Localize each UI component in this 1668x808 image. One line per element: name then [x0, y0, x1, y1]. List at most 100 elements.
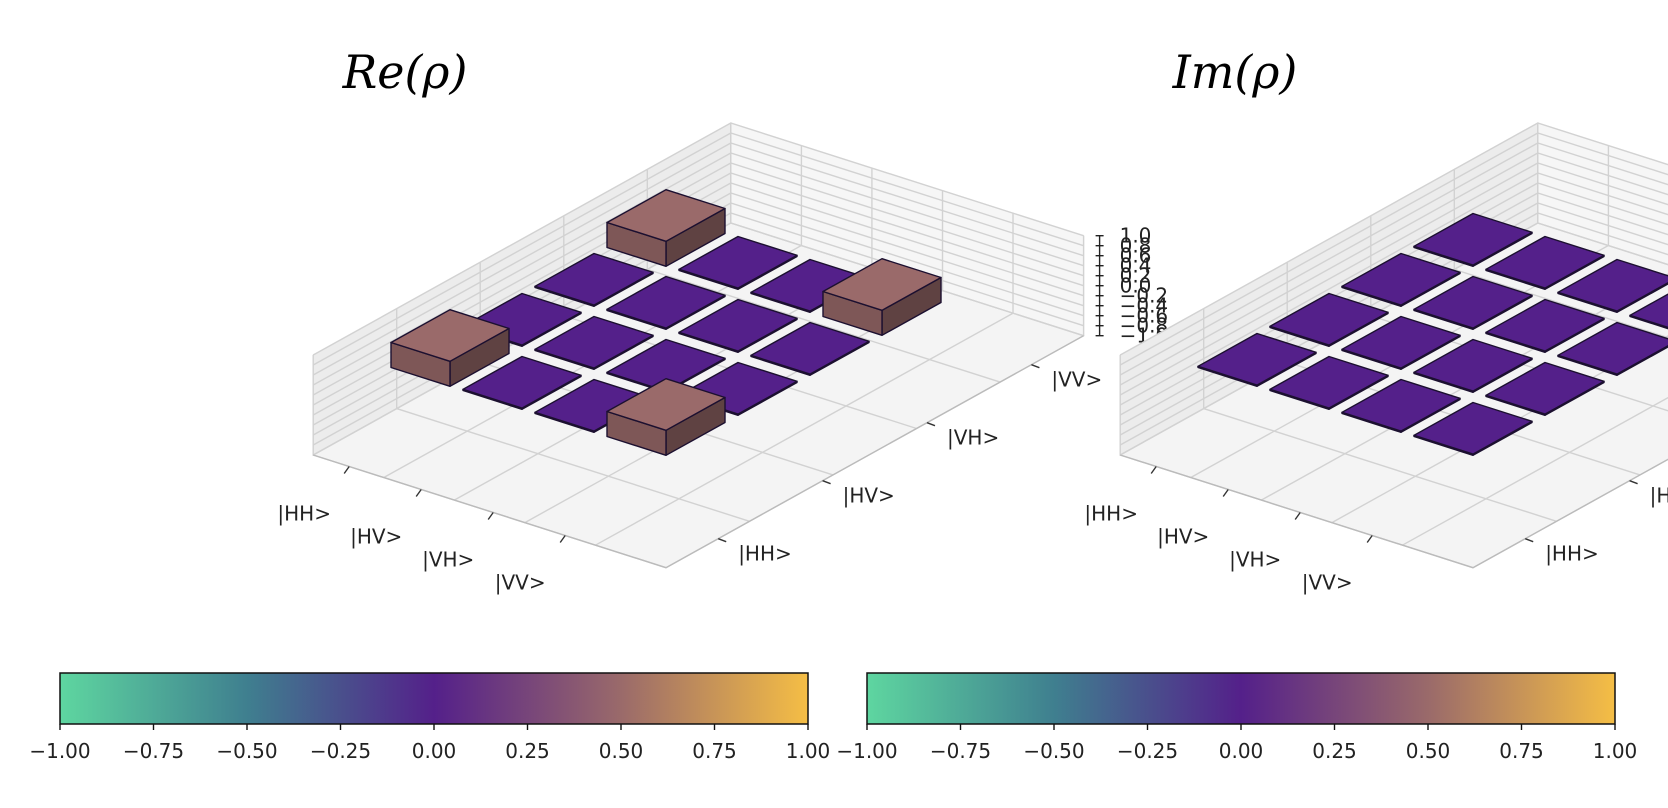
y-tick — [1031, 364, 1040, 369]
colorbar-tick-label: −1.00 — [836, 739, 897, 763]
bar-|HV>-|HH> — [462, 355, 582, 410]
grid-line — [1402, 396, 1668, 546]
bar-top-face — [606, 188, 726, 243]
colorbar-tick-label: 0.25 — [1312, 739, 1357, 763]
y-tick-label: |HH> — [1545, 542, 1599, 566]
bar-top-face — [1413, 275, 1533, 329]
grid-line — [1119, 132, 1668, 366]
x-axis: |HH> |HV> |VH> |VV> — [277, 466, 566, 595]
bar-|HV>-|VV> — [678, 235, 798, 290]
grid-line — [1119, 122, 1668, 356]
grid-line — [1119, 162, 1668, 396]
bar-|VV>-|VH> — [1557, 321, 1668, 376]
bar-|HH>-|HH> — [390, 309, 510, 387]
bar-|VV>-|HV> — [1485, 361, 1605, 416]
bar-|VV>-|HH> — [606, 378, 726, 456]
bar-top-face — [1557, 258, 1668, 312]
bar-top-face — [1341, 315, 1461, 369]
bar-top-face — [1413, 212, 1533, 266]
colorbar-tick-label: 1.00 — [1593, 739, 1638, 763]
x-tick — [1150, 466, 1157, 474]
re-rho-title: Re(ρ) — [342, 45, 468, 99]
im-rho-title: Im(ρ) — [1172, 45, 1298, 99]
bars — [390, 188, 942, 456]
y-tick-label: |VH> — [947, 426, 999, 450]
bar-top-face — [462, 355, 582, 409]
bar-top-face — [606, 378, 726, 431]
bar-|VV>-|VV> — [822, 258, 942, 336]
y-tick — [822, 480, 831, 485]
colorbar: −1.00 −0.75 −0.50 −0.25 0.00 0.25 0.50 0.75 1.00 — [29, 672, 831, 763]
bar-top-face — [1341, 378, 1461, 432]
grid-line — [312, 132, 1084, 366]
z-tick-label: −0.6 — [1120, 304, 1169, 328]
y-axis: |HH>|HV>|VH>|VV> — [1524, 480, 1668, 566]
bar-top-face — [606, 338, 726, 392]
y-axis: |HH> |HV> |VH> |VV> — [717, 364, 1102, 566]
x-tick — [1294, 512, 1301, 520]
x-tick-label: |HV> — [350, 525, 402, 549]
z-tick-label: 0.8 — [1120, 234, 1152, 258]
y-tick-label: |VV> — [1051, 368, 1102, 392]
bar-|HV>-|VH> — [606, 275, 726, 330]
bar-|HV>-|HV> — [1341, 315, 1461, 370]
bar-top-face — [1269, 355, 1389, 409]
bar-top-face — [1269, 292, 1389, 346]
grid-line — [312, 142, 1084, 376]
bar-top-face — [534, 315, 654, 369]
colorbar-tick-label: −0.75 — [123, 739, 184, 763]
z-axis: 1.00.80.60.40.20.0−0.2−0.4−0.6−0.8−1.0 — [1095, 224, 1169, 348]
y-tick — [1629, 480, 1638, 485]
bar-|HH>-|VH> — [1341, 252, 1461, 307]
bars — [1197, 212, 1668, 456]
colorbar-gradient — [59, 672, 809, 725]
colorbar-tick-label: −0.50 — [1023, 739, 1084, 763]
bar-top-face — [822, 258, 942, 311]
bar-top-face — [750, 321, 870, 375]
bar-|HH>-|VV> — [606, 188, 726, 267]
bar-|HH>-|HV> — [1269, 292, 1389, 347]
bar-top-face — [534, 252, 654, 306]
x-tick — [1222, 489, 1229, 497]
colorbar: −1.00 −0.75 −0.50 −0.25 0.00 0.25 0.50 0.75 1.00 — [836, 672, 1638, 763]
bar-top-face — [1197, 332, 1317, 386]
bar-top-face — [678, 298, 798, 352]
bar-|VV>-|VV> — [1629, 293, 1668, 330]
bar-|VH>-|VH> — [1485, 298, 1605, 353]
bar-top-face — [1485, 361, 1605, 415]
grid-line — [1119, 172, 1668, 406]
x-tick-label: |VV> — [495, 571, 546, 595]
colorbar-tick-label: 0.00 — [412, 739, 457, 763]
bar-|VV>-|HH> — [1413, 401, 1533, 456]
y-tick — [926, 422, 936, 427]
grid-line — [1119, 142, 1668, 376]
colorbar-tick-label: 0.75 — [1499, 739, 1544, 763]
floor-edge — [1119, 454, 1668, 569]
bar-|HV>-|VV> — [1485, 235, 1605, 290]
y-tick-label: |HH> — [738, 542, 792, 566]
y-tick-label: |HV> — [843, 484, 895, 508]
bar-|VH>-|VV> — [1557, 258, 1668, 313]
z-tick-label: 0.2 — [1120, 264, 1152, 288]
z-tick-label: 0.6 — [1120, 244, 1152, 268]
bar-|VH>-|VH> — [678, 298, 798, 353]
colorbar-tick-label: −0.50 — [216, 739, 277, 763]
z-tick-label: −0.4 — [1120, 294, 1169, 318]
bar-top-face — [1413, 338, 1533, 392]
bar-|HH>-|HH> — [1197, 332, 1317, 387]
colorbar-tick-label: 0.50 — [599, 739, 644, 763]
grid-line — [312, 122, 1084, 356]
colorbar-tick-label: 1.00 — [786, 739, 831, 763]
colorbar-tick-label: 0.75 — [692, 739, 737, 763]
x-tick — [415, 489, 422, 497]
bar-|VH>-|HH> — [1341, 378, 1461, 433]
x-tick-label: |VH> — [1229, 548, 1281, 572]
bar-|HV>-|HV> — [534, 315, 654, 370]
bar-top-face — [678, 235, 798, 289]
z-tick-label: 0.4 — [1120, 254, 1152, 278]
colorbar-tick-label: −0.75 — [930, 739, 991, 763]
z-tick-label: −0.2 — [1120, 284, 1169, 308]
bar-|HH>-|VH> — [534, 252, 654, 307]
x-tick-label: |HH> — [1084, 502, 1138, 526]
